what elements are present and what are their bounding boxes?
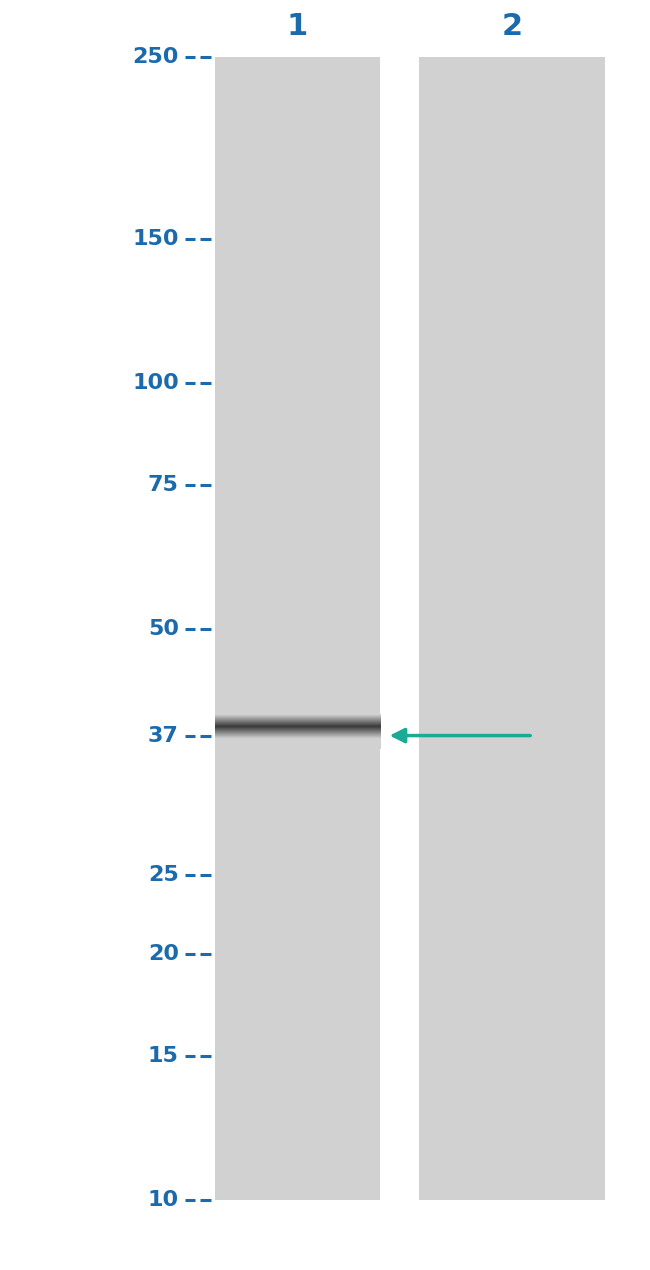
Text: 50: 50 xyxy=(148,618,179,639)
Text: 25: 25 xyxy=(148,865,179,885)
Text: 150: 150 xyxy=(132,229,179,249)
Text: 250: 250 xyxy=(133,47,179,67)
Text: 75: 75 xyxy=(148,475,179,495)
Bar xyxy=(419,57,604,1200)
Text: 20: 20 xyxy=(148,944,179,964)
Text: 10: 10 xyxy=(148,1190,179,1210)
Bar xyxy=(214,57,380,1200)
Text: 37: 37 xyxy=(148,725,179,745)
Text: 15: 15 xyxy=(148,1046,179,1067)
Text: 2: 2 xyxy=(501,11,523,41)
Text: 100: 100 xyxy=(132,372,179,392)
Text: 1: 1 xyxy=(287,11,308,41)
